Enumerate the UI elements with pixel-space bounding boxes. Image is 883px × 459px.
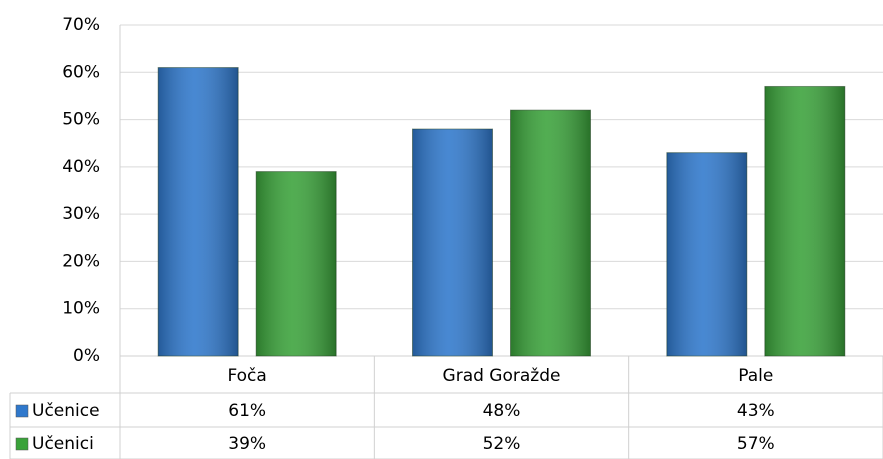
x-tick-label: Grad Goražde xyxy=(443,366,561,386)
legend-swatch xyxy=(15,437,29,451)
value-label: 57% xyxy=(737,434,775,454)
legend-label: Učenici xyxy=(32,434,94,454)
y-tick-label: 60% xyxy=(62,62,100,82)
bar-shade xyxy=(666,152,747,356)
y-tick-label: 50% xyxy=(62,110,100,130)
y-tick-label: 70% xyxy=(62,15,100,35)
legend-label: Učenice xyxy=(32,401,100,421)
x-tick-label: Pale xyxy=(738,366,773,386)
value-label: 52% xyxy=(483,434,521,454)
y-tick-label: 0% xyxy=(73,346,100,366)
x-tick-label: Foča xyxy=(227,366,266,386)
bar-shade xyxy=(510,110,591,356)
legend-swatch xyxy=(15,404,29,418)
y-tick-label: 10% xyxy=(62,299,100,319)
y-tick-label: 40% xyxy=(62,157,100,177)
value-label: 61% xyxy=(228,401,266,421)
value-label: 43% xyxy=(737,401,775,421)
value-label: 48% xyxy=(483,401,521,421)
bar-shade xyxy=(412,129,493,356)
bar-shade xyxy=(764,86,845,356)
value-label: 39% xyxy=(228,434,266,454)
bar-shade xyxy=(158,67,239,357)
y-tick-label: 30% xyxy=(62,204,100,224)
y-tick-label: 20% xyxy=(62,251,100,271)
bar-shade xyxy=(256,171,337,356)
